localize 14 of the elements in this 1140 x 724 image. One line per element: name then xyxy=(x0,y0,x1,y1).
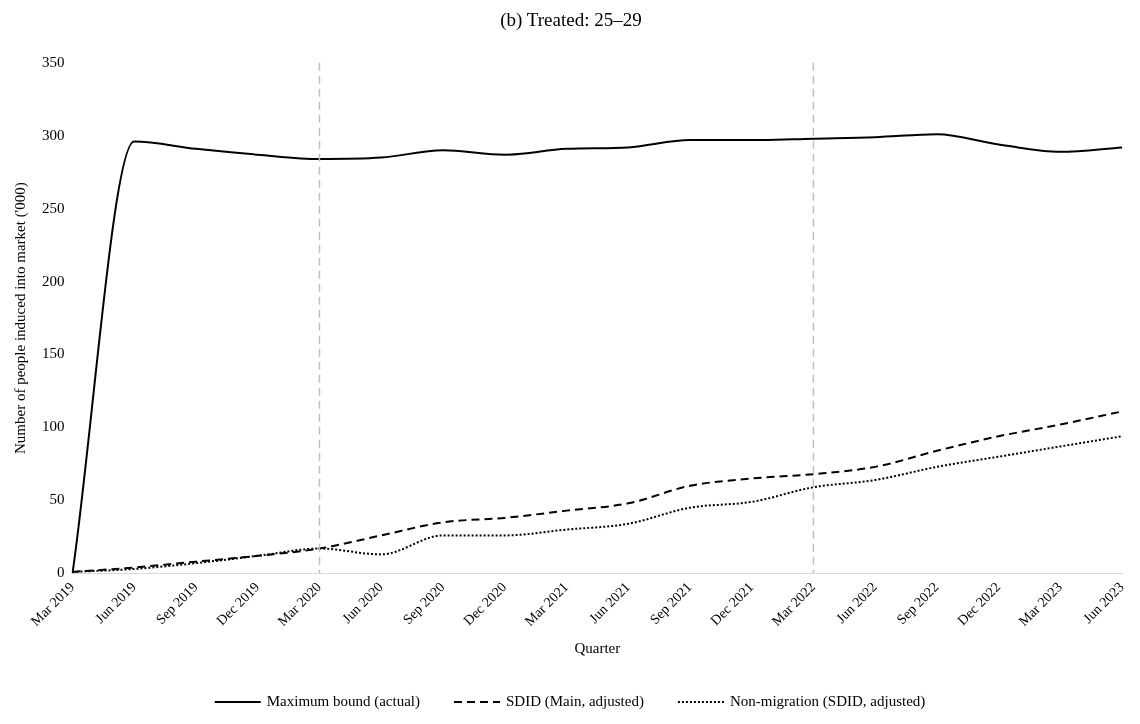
y-tick-label: 100 xyxy=(42,418,65,435)
y-tick-label: 300 xyxy=(42,126,65,143)
chart-title: (b) Treated: 25–29 xyxy=(500,9,642,32)
y-tick-label: 350 xyxy=(42,53,65,70)
y-tick-label: 200 xyxy=(42,272,65,289)
legend-label: SDID (Main, adjusted) xyxy=(506,692,644,710)
legend-label: Maximum bound (actual) xyxy=(266,692,421,710)
legend-label: Non-migration (SDID, adjusted) xyxy=(729,692,926,710)
y-tick-label: 150 xyxy=(42,345,65,362)
y-tick-label: 250 xyxy=(42,199,65,216)
y-tick-label: 50 xyxy=(49,491,65,508)
y-tick-label: 0 xyxy=(57,564,65,581)
x-axis-title: Quarter xyxy=(574,639,621,656)
y-axis-title: Number of people induced into market ('000) xyxy=(11,182,29,454)
